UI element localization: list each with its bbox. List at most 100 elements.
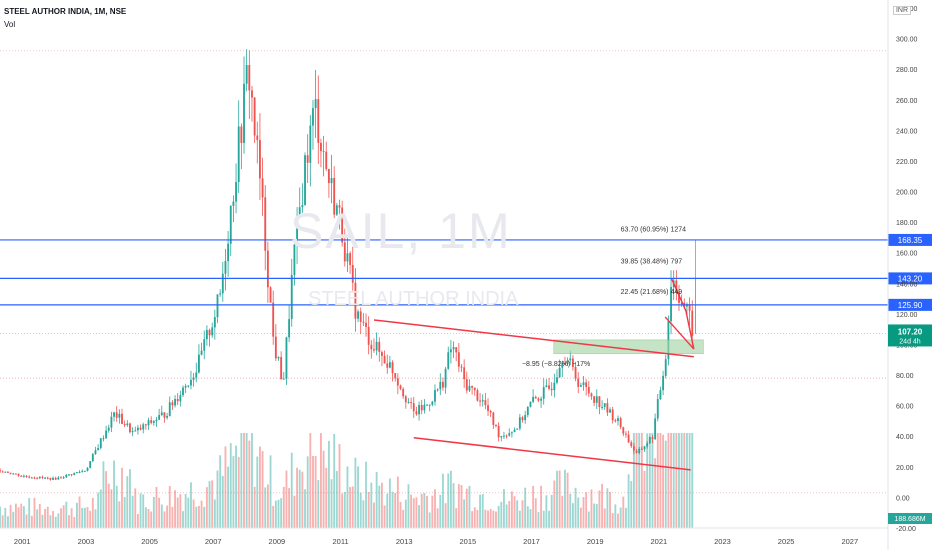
volume-bar [253, 486, 256, 528]
candle-body [33, 477, 36, 479]
volume-bar [264, 487, 267, 528]
candle-body [330, 178, 333, 184]
volume-bar [293, 495, 296, 528]
candle-body [386, 363, 389, 368]
candle-body [325, 151, 328, 170]
y-tick-label: 160.00 [896, 251, 918, 258]
y-tick-label: 200.00 [896, 190, 918, 197]
volume-bar [571, 503, 574, 528]
volume-bar [14, 503, 17, 528]
volume-bar [481, 494, 484, 528]
volume-bar [105, 471, 108, 528]
candle-body [168, 402, 171, 416]
volume-bar [227, 466, 230, 528]
candle-body [471, 385, 474, 388]
candle-body [468, 385, 471, 391]
volume-bar [9, 504, 12, 528]
candle-body [510, 432, 513, 434]
candle-body [89, 461, 92, 468]
volume-bar [301, 471, 304, 528]
volume-bar [611, 513, 614, 528]
candle-body [205, 329, 208, 340]
candle-body [240, 126, 243, 143]
y-tick-label: 40.00 [896, 434, 914, 441]
volume-bar [545, 495, 548, 528]
volume-bar [601, 483, 604, 528]
volume-bar [338, 444, 341, 528]
volume-bar [603, 508, 606, 528]
candle-body [492, 412, 495, 425]
volume-bar [44, 508, 47, 528]
y-tick-label: 300.00 [896, 37, 918, 44]
volume-bar [479, 494, 481, 528]
volume-bar [418, 505, 420, 528]
volume-bar [617, 513, 619, 528]
candle-body [391, 362, 394, 374]
volume-bar [378, 485, 381, 528]
candle-body [121, 413, 123, 424]
candle-body [670, 286, 672, 322]
candle-body [617, 418, 619, 422]
volume-bar [500, 501, 503, 528]
volume-bar [288, 488, 291, 528]
volume-bar [190, 482, 192, 528]
volume-bar [327, 440, 330, 528]
candle-body [654, 418, 657, 440]
candle-body [298, 207, 301, 217]
y-tick-label: 140.00 [896, 281, 918, 288]
candle-body [197, 354, 200, 373]
candle-body [630, 442, 633, 447]
volume-bar [343, 491, 346, 528]
volume-bar [197, 505, 200, 528]
volume-bar [192, 499, 195, 528]
candle-body [343, 242, 346, 262]
volume-bar [282, 486, 285, 528]
volume-bar [256, 456, 259, 528]
volume-bar [625, 507, 627, 528]
x-tick-label: 2005 [141, 537, 158, 546]
volume-bar [216, 470, 219, 528]
candle-body [651, 437, 654, 440]
candle-body [635, 450, 638, 454]
volume-bar [447, 473, 450, 528]
volume-indicator-label[interactable]: Vol [4, 20, 16, 29]
candle-body [585, 382, 588, 388]
volume-bar [579, 507, 582, 528]
candle-body [115, 412, 118, 418]
candle-body [200, 350, 203, 355]
candle-body [129, 423, 131, 433]
volume-bar [36, 509, 39, 528]
candle-body [176, 399, 179, 402]
volume-bar [412, 498, 415, 528]
volume-bar [248, 440, 251, 528]
volume-bar [68, 515, 70, 528]
volume-bar [627, 474, 630, 528]
volume-bar [7, 516, 9, 528]
candle-body [404, 396, 407, 403]
volume-bar [662, 434, 665, 528]
candle-body [306, 155, 309, 163]
level-price-label: 168.35 [898, 236, 923, 245]
y-tick-label: 260.00 [896, 98, 918, 105]
candle-body [301, 205, 304, 208]
level-price-tag [888, 298, 932, 311]
volume-bar [622, 496, 625, 528]
volume-bar [17, 507, 20, 528]
currency-badge[interactable]: INR [892, 6, 911, 15]
volume-bar [428, 512, 431, 528]
volume-bar [460, 485, 463, 528]
candle-body [245, 65, 248, 84]
volume-bar [166, 505, 169, 528]
candle-body [381, 352, 383, 356]
candle-body [518, 417, 521, 429]
candle-body [75, 472, 78, 474]
candle-body [78, 471, 81, 473]
candle-body [293, 244, 296, 275]
candle-body [1, 471, 4, 473]
volume-bar [1, 515, 4, 528]
volume-bar [240, 433, 243, 528]
candle-body [373, 349, 375, 351]
volume-bar [654, 458, 657, 528]
volume-bar [60, 508, 62, 528]
